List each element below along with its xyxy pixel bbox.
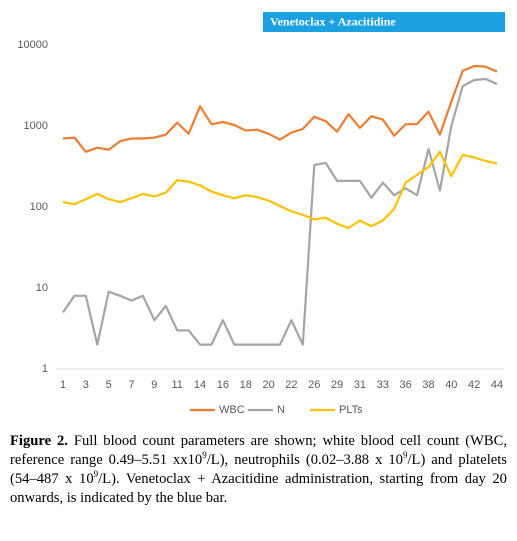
- y-tick-label: 10: [36, 282, 48, 294]
- x-tick-label: 18: [240, 379, 252, 391]
- superscript: 9: [93, 469, 99, 480]
- superscript: 9: [402, 450, 408, 461]
- x-tick-label: 14: [194, 379, 206, 391]
- y-tick-label: 10000: [17, 39, 48, 51]
- legend-label: PLTs: [339, 404, 363, 416]
- y-tick-label: 100: [30, 201, 48, 213]
- treatment-bar: [263, 12, 505, 32]
- x-tick-label: 42: [468, 379, 480, 391]
- x-tick-label: 20: [262, 379, 274, 391]
- x-tick-label: 22: [285, 379, 297, 391]
- x-tick-label: 1: [60, 379, 66, 391]
- x-tick-label: 5: [106, 379, 112, 391]
- caption-text: /L) and platelets (54–487 x 10: [10, 452, 507, 487]
- x-tick-label: 44: [491, 379, 503, 391]
- x-tick-label: 11: [171, 379, 182, 391]
- x-tick-label: 38: [422, 379, 434, 391]
- x-tick-label: 9: [151, 379, 157, 391]
- x-tick-label: 33: [377, 379, 389, 391]
- caption-label: Figure 2.: [10, 433, 68, 449]
- x-tick-label: 16: [217, 379, 229, 391]
- legend-label: N: [277, 404, 285, 416]
- caption: Figure 2. Full blood count parameters ar…: [10, 432, 507, 508]
- superscript: 9: [202, 450, 207, 461]
- series-line: [62, 150, 498, 230]
- series-line: [62, 64, 498, 153]
- y-tick-label: 1000: [24, 120, 48, 132]
- y-tick-label: 1: [42, 363, 48, 375]
- x-tick-label: 31: [354, 379, 366, 391]
- legend-label: WBC: [219, 404, 245, 416]
- caption-text: /L), neutrophils (0.02–3.88 x 10: [206, 452, 403, 468]
- x-tick-label: 3: [83, 379, 89, 391]
- chart: Venetoclax + Azacitidine 1 10 100 1000 10000…: [17, 12, 505, 416]
- x-tick-label: 36: [400, 379, 412, 391]
- series-line: [62, 77, 498, 346]
- x-tick-label: 29: [331, 379, 343, 391]
- treatment-label: Venetoclax + Azacitidine: [270, 14, 396, 28]
- caption-text: /L). Venetoclax + Azacitidine administra…: [10, 471, 507, 506]
- caption-text: Full blood count parameters are shown; w…: [10, 433, 507, 468]
- x-tick-label: 7: [128, 379, 134, 391]
- x-tick-label: 40: [445, 379, 457, 391]
- x-tick-label: 26: [308, 379, 320, 391]
